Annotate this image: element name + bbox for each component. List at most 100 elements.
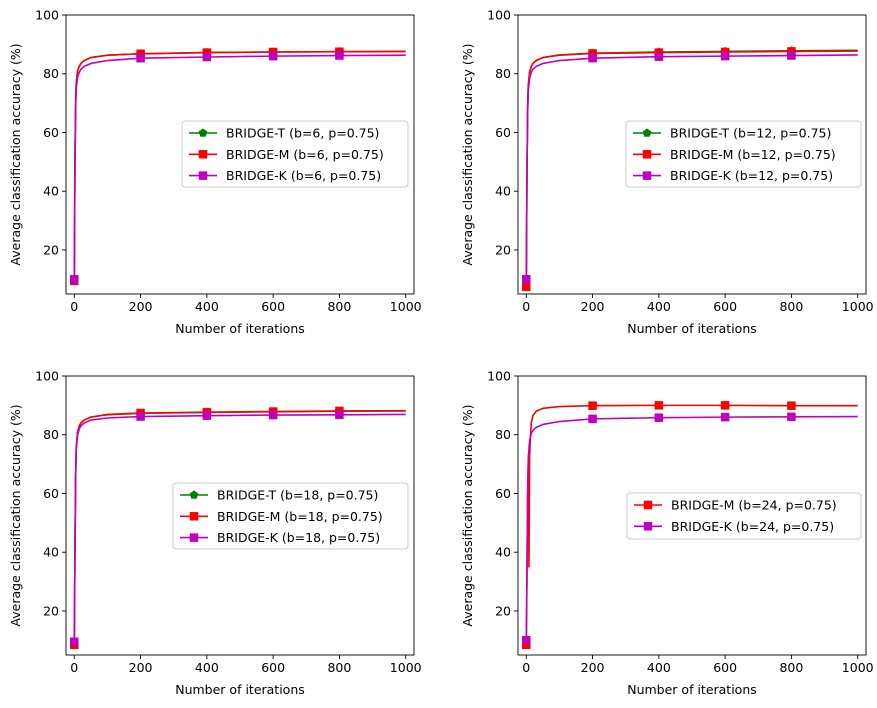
x-axis-label: Number of iterations: [175, 321, 305, 336]
series-point: [654, 401, 664, 410]
x-axis-label: Number of iterations: [627, 682, 757, 697]
y-tick-label: 60: [43, 125, 59, 140]
legend-label: BRIDGE-K (b=24, p=0.75): [671, 519, 834, 534]
legend-label: BRIDGE-K (b=12, p=0.75): [670, 168, 833, 183]
plot-frame: [65, 375, 415, 656]
y-tick-label: 40: [43, 545, 59, 560]
series-point: [522, 282, 531, 291]
legend-label: BRIDGE-T (b=12, p=0.75): [670, 126, 831, 141]
y-tick-label: 80: [43, 66, 59, 81]
y-tick-label: 20: [495, 242, 511, 257]
legend-label: BRIDGE-M (b=18, p=0.75): [217, 509, 383, 524]
x-axis-label: Number of iterations: [175, 682, 305, 697]
series-point: [787, 51, 796, 60]
y-tick-label: 60: [495, 125, 511, 140]
series-point: [268, 410, 278, 420]
x-tick-label: 200: [581, 660, 605, 675]
series-point: [70, 275, 79, 284]
legend-marker: [189, 490, 199, 499]
series-point: [335, 51, 344, 60]
series-2: [522, 412, 858, 645]
legend-item-2: BRIDGE-M (b=6, p=0.75): [189, 147, 384, 162]
x-tick-label: 800: [327, 299, 351, 314]
series-point: [268, 51, 278, 61]
legend-label: BRIDGE-M (b=6, p=0.75): [226, 147, 384, 162]
y-axis-label: Average classification accuracy (%): [8, 43, 23, 265]
x-tick-label: 400: [647, 660, 671, 675]
series-line: [525, 415, 858, 641]
series-point: [588, 401, 597, 410]
series-line: [73, 54, 406, 280]
legend-label: BRIDGE-T (b=18, p=0.75): [217, 488, 378, 503]
legend-marker: [189, 533, 199, 542]
legend: BRIDGE-T (b=6, p=0.75) BRIDGE-M (b=6, p=0…: [181, 120, 409, 188]
x-tick-label: 200: [581, 299, 605, 314]
x-tick-label: 200: [129, 660, 153, 675]
y-tick-label: 20: [43, 242, 59, 257]
y-tick-label: 100: [487, 369, 511, 384]
x-tick-label: 400: [195, 299, 219, 314]
series-point: [654, 52, 664, 61]
x-tick-label: 400: [195, 660, 219, 675]
chart-panel-1: 0 200 400 600 800 1000 20 40 60 80 100 Number of it…: [8, 8, 422, 337]
series-point: [335, 410, 344, 420]
series-point: [720, 51, 730, 61]
series-3: [70, 410, 406, 647]
y-axis-label: Average classification accuracy (%): [460, 43, 475, 265]
series-line: [73, 413, 406, 642]
y-axis-label: Average classification accuracy (%): [460, 404, 475, 626]
legend-item-3: BRIDGE-K (b=6, p=0.75): [189, 168, 381, 183]
legend-marker: [642, 150, 652, 159]
y-tick-label: 100: [35, 369, 59, 384]
plot-frame: [517, 14, 867, 295]
x-tick-label: 1000: [390, 299, 422, 314]
series-line: [525, 54, 858, 280]
series-point: [136, 412, 145, 421]
y-tick-label: 100: [487, 8, 511, 23]
series-point: [522, 275, 531, 284]
y-tick-label: 60: [43, 486, 59, 501]
legend-marker: [642, 171, 652, 180]
series-point: [522, 636, 531, 645]
chart-panel-3: 0 200 400 600 800 1000 20 40 60 80 100 Number of it…: [8, 369, 422, 698]
legend-item-1: BRIDGE-M (b=24, p=0.75): [634, 498, 837, 513]
x-tick-label: 0: [70, 299, 78, 314]
plot-frame: [517, 375, 867, 656]
legend-label: BRIDGE-K (b=18, p=0.75): [217, 530, 380, 545]
series-3: [522, 51, 858, 284]
series-point: [202, 411, 212, 420]
legend-marker: [643, 500, 653, 510]
legend-box: [181, 120, 409, 188]
chart-panel-4: 0 200 400 600 800 1000 20 40 60 80 100 Number of it…: [460, 369, 874, 698]
legend: BRIDGE-T (b=12, p=0.75) BRIDGE-M (b=12, p…: [625, 120, 862, 188]
legend-label: BRIDGE-K (b=6, p=0.75): [226, 168, 381, 183]
legend-item-2: BRIDGE-M (b=12, p=0.75): [633, 147, 836, 162]
series-3: [70, 51, 406, 284]
y-tick-label: 40: [495, 184, 511, 199]
legend-marker: [189, 512, 199, 521]
legend-marker: [198, 150, 208, 159]
y-tick-label: 60: [495, 486, 511, 501]
legend-item-1: BRIDGE-T (b=12, p=0.75): [633, 126, 831, 141]
y-tick-label: 100: [35, 8, 59, 23]
legend-label: BRIDGE-M (b=24, p=0.75): [671, 498, 837, 513]
x-axis-label: Number of iterations: [627, 321, 757, 336]
x-tick-label: 600: [713, 299, 737, 314]
x-tick-label: 800: [779, 299, 803, 314]
legend-box: [172, 482, 409, 550]
x-tick-label: 600: [713, 660, 737, 675]
x-tick-label: 1000: [842, 299, 874, 314]
legend-item-2: BRIDGE-M (b=18, p=0.75): [180, 509, 383, 524]
y-tick-label: 40: [43, 184, 59, 199]
legend: BRIDGE-T (b=18, p=0.75) BRIDGE-M (b=18, p…: [172, 482, 409, 550]
y-tick-label: 80: [495, 66, 511, 81]
legend-marker: [642, 128, 652, 137]
plot-frame: [65, 14, 415, 295]
y-axis-label: Average classification accuracy (%): [8, 404, 23, 626]
legend-box: [626, 492, 862, 540]
y-tick-label: 40: [495, 545, 511, 560]
series-point: [136, 53, 145, 63]
legend-box: [625, 120, 862, 188]
legend-label: BRIDGE-T (b=6, p=0.75): [226, 126, 379, 141]
legend-item-1: BRIDGE-T (b=6, p=0.75): [189, 126, 379, 141]
